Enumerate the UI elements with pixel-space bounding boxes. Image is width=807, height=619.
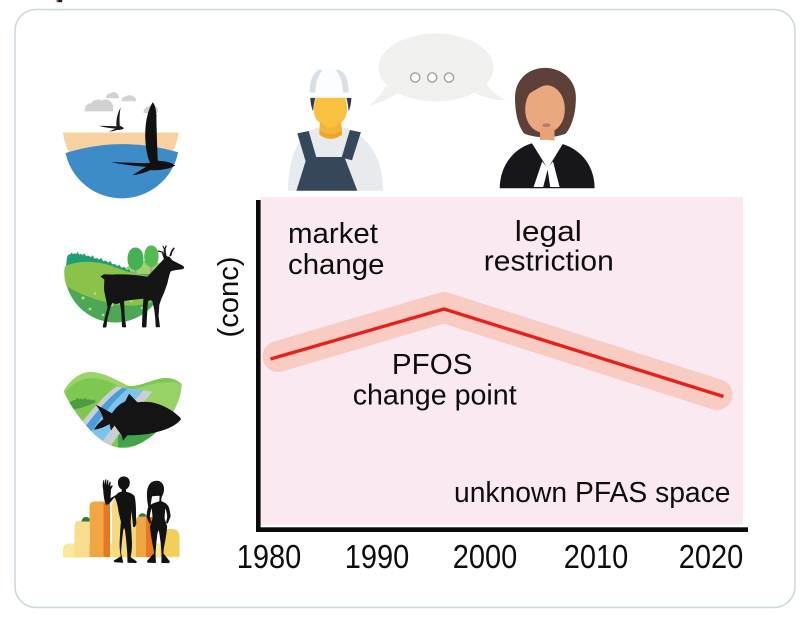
svg-text:market: market: [288, 218, 378, 250]
svg-text:2000: 2000: [453, 538, 518, 575]
svg-text:legal: legal: [515, 216, 582, 248]
svg-text:2010: 2010: [564, 538, 629, 575]
svg-text:change: change: [288, 249, 385, 281]
svg-text:PFOS: PFOS: [392, 349, 473, 381]
svg-text:change point: change point: [353, 380, 517, 412]
svg-text:2020: 2020: [679, 538, 744, 575]
svg-text:(conc): (conc): [213, 257, 245, 338]
svg-text:1990: 1990: [345, 538, 410, 575]
svg-text:unknown PFAS space: unknown PFAS space: [454, 477, 731, 509]
svg-text:1980: 1980: [237, 538, 302, 575]
svg-text:restriction: restriction: [484, 246, 614, 278]
